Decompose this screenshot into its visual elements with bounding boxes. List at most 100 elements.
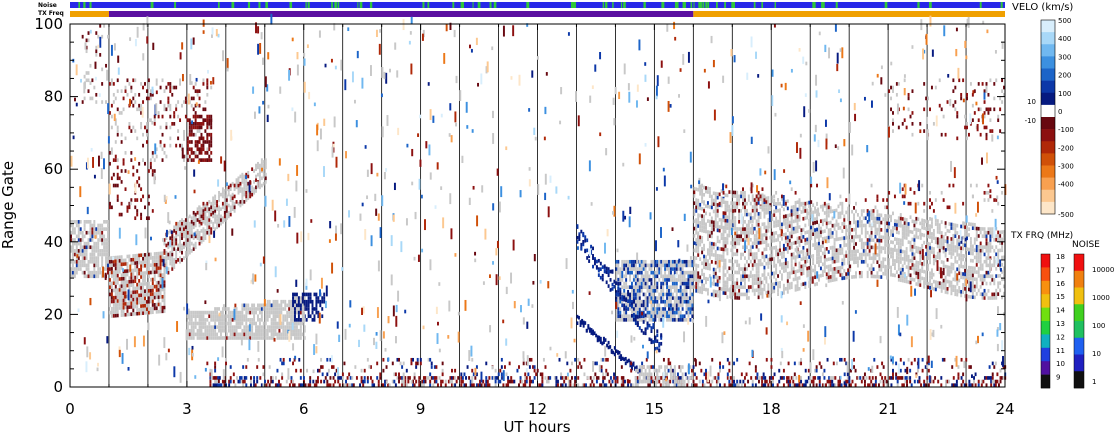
- echo-cell: [181, 229, 183, 233]
- echo-cell: [689, 263, 692, 268]
- echo-cell: [167, 100, 170, 104]
- echo-cell: [587, 325, 590, 330]
- echo-cell: [83, 245, 86, 250]
- echo-cell: [120, 277, 123, 281]
- echo-cell: [114, 158, 117, 162]
- echo-cell: [895, 223, 898, 227]
- echo-cell: [915, 231, 918, 236]
- echo-cell: [175, 252, 178, 257]
- echo-cell: [218, 198, 220, 202]
- echo-cell: [675, 267, 678, 271]
- echo-cell: [124, 287, 127, 292]
- echo-cell: [913, 263, 916, 268]
- echo-cell: [728, 219, 731, 223]
- echo-cell: [732, 190, 735, 195]
- echo-cell: [190, 332, 193, 337]
- echo-cell: [767, 261, 770, 266]
- echo-cell: [876, 245, 879, 250]
- echo-cell: [685, 288, 688, 293]
- echo-cell: [140, 307, 143, 312]
- echo-cell: [763, 225, 766, 230]
- echo-cell: [122, 258, 125, 263]
- echo-cell: [960, 253, 963, 258]
- echo-cell: [969, 244, 972, 248]
- echo-cell: [210, 314, 213, 319]
- echo-cell: [126, 269, 129, 273]
- echo-cell: [773, 275, 776, 279]
- echo-cell: [93, 227, 96, 231]
- echo-cell: [810, 214, 813, 219]
- echo-cell: [956, 249, 959, 253]
- echo-cell: [769, 275, 772, 280]
- echo-cell: [930, 224, 933, 229]
- echo-cell: [210, 325, 213, 329]
- echo-cell: [97, 267, 100, 271]
- echo-cell: [767, 294, 770, 298]
- echo-cell: [819, 259, 822, 263]
- echo-cell: [767, 225, 770, 229]
- echo-cell: [669, 288, 672, 293]
- echo-cell: [714, 217, 717, 221]
- echo-cell: [812, 261, 815, 266]
- echo-cell: [716, 235, 719, 240]
- noise-bar-tick: [369, 2, 373, 8]
- echo-cell: [282, 332, 285, 337]
- echo-cell: [623, 314, 626, 319]
- echo-cell: [210, 212, 213, 217]
- echo-cell: [613, 352, 616, 357]
- echo-cell: [278, 325, 281, 329]
- echo-cell: [679, 285, 682, 289]
- echo-cell: [157, 255, 160, 260]
- echo-cell: [157, 302, 160, 307]
- echo-cell: [685, 303, 688, 308]
- noise-bar-tick: [334, 2, 337, 8]
- echo-cell: [738, 241, 741, 246]
- echo-cell: [687, 310, 690, 315]
- echo-cell: [671, 285, 674, 289]
- echo-cell: [743, 292, 746, 297]
- echo-cell: [810, 276, 813, 281]
- echo-cell: [136, 107, 139, 112]
- echo-cell: [845, 275, 848, 280]
- echo-cell: [582, 242, 585, 247]
- echo-cell: [837, 211, 840, 216]
- echo-cell: [997, 256, 1000, 260]
- echo-cell: [714, 289, 717, 294]
- echo-cell: [718, 276, 721, 280]
- echo-cell: [634, 267, 637, 271]
- echo-cell: [105, 227, 108, 231]
- echo-cell: [689, 318, 692, 322]
- echo-cell: [272, 336, 275, 340]
- echo-cell: [184, 232, 187, 237]
- echo-cell: [722, 218, 725, 223]
- echo-cell: [584, 235, 587, 239]
- echo-cell: [720, 225, 723, 230]
- echo-cell: [888, 250, 891, 255]
- echo-cell: [722, 276, 725, 281]
- echo-cell: [786, 235, 789, 240]
- echo-cell: [147, 281, 150, 286]
- echo-cell: [862, 252, 865, 257]
- echo-cell: [673, 307, 676, 311]
- echo-cell: [184, 221, 187, 226]
- echo-cell: [767, 272, 770, 277]
- echo-cell: [724, 287, 727, 292]
- echo-cell: [627, 292, 630, 297]
- echo-cell: [736, 241, 739, 246]
- echo-cell: [650, 278, 653, 282]
- echo-cell: [142, 278, 145, 283]
- echo-cell: [858, 216, 861, 221]
- echo-cell: [634, 285, 637, 289]
- echo-cell: [313, 307, 316, 311]
- echo-cell: [884, 272, 887, 276]
- echo-cell: [796, 229, 799, 234]
- echo-cell: [880, 260, 883, 265]
- echo-cell: [825, 214, 828, 218]
- echo-cell: [927, 231, 930, 235]
- noise-bar-tick: [460, 2, 463, 8]
- echo-cell: [757, 284, 760, 289]
- echo-cell: [825, 210, 828, 215]
- echo-cell: [773, 235, 776, 239]
- echo-cell: [315, 303, 318, 308]
- echo-cell: [862, 245, 865, 250]
